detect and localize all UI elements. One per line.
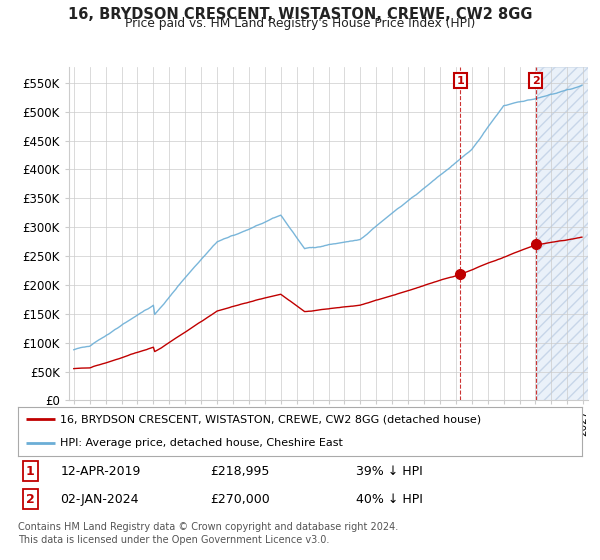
Text: £218,995: £218,995 xyxy=(210,465,269,478)
Text: 39% ↓ HPI: 39% ↓ HPI xyxy=(356,465,423,478)
Text: 16, BRYDSON CRESCENT, WISTASTON, CREWE, CW2 8GG (detached house): 16, BRYDSON CRESCENT, WISTASTON, CREWE, … xyxy=(60,414,481,424)
Text: 2: 2 xyxy=(532,76,539,86)
Text: 16, BRYDSON CRESCENT, WISTASTON, CREWE, CW2 8GG: 16, BRYDSON CRESCENT, WISTASTON, CREWE, … xyxy=(68,7,532,22)
Text: Contains HM Land Registry data © Crown copyright and database right 2024.
This d: Contains HM Land Registry data © Crown c… xyxy=(18,522,398,545)
Text: Price paid vs. HM Land Registry's House Price Index (HPI): Price paid vs. HM Land Registry's House … xyxy=(125,17,475,30)
Text: 2: 2 xyxy=(26,493,35,506)
Text: 12-APR-2019: 12-APR-2019 xyxy=(60,465,140,478)
Text: 40% ↓ HPI: 40% ↓ HPI xyxy=(356,493,423,506)
Text: 1: 1 xyxy=(26,465,35,478)
Text: 1: 1 xyxy=(457,76,464,86)
Text: £270,000: £270,000 xyxy=(210,493,269,506)
Text: 02-JAN-2024: 02-JAN-2024 xyxy=(60,493,139,506)
Text: HPI: Average price, detached house, Cheshire East: HPI: Average price, detached house, Ches… xyxy=(60,438,343,448)
Bar xyxy=(537,67,588,400)
